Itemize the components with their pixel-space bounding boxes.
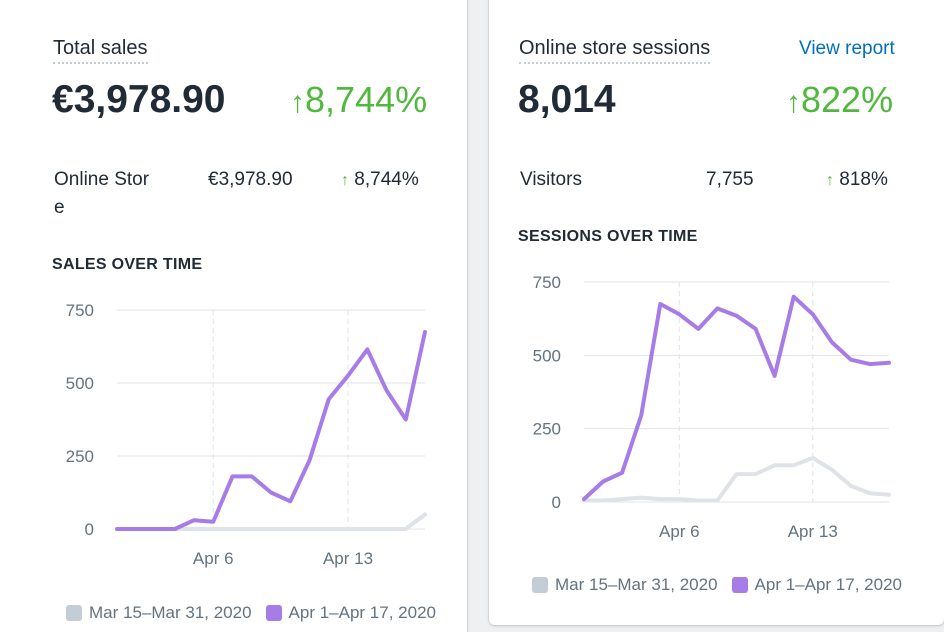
chart-title: SALES OVER TIME: [52, 256, 203, 273]
chart-legend: Mar 15–Mar 31, 2020 Apr 1–Apr 17, 2020: [66, 603, 450, 623]
y-tick-label: 0: [85, 520, 94, 539]
legend-label: Apr 1–Apr 17, 2020: [754, 575, 902, 594]
breakdown-value: 7,755: [706, 169, 754, 190]
breakdown-change: ↑ 818%: [826, 166, 888, 195]
total-sales-value: €3,978.90: [52, 78, 226, 121]
sales-over-time-chart: 0 250 500 750 Apr 6 Apr 13: [66, 301, 427, 568]
y-tick-label: 0: [552, 493, 561, 512]
legend-item-previous[interactable]: Mar 15–Mar 31, 2020: [532, 575, 718, 595]
arrow-up-icon: ↑: [786, 86, 801, 119]
x-tick-label: Apr 13: [323, 549, 373, 568]
legend-label: Mar 15–Mar 31, 2020: [555, 575, 718, 594]
sessions-value: 8,014: [518, 78, 616, 121]
chart-title: SESSIONS OVER TIME: [518, 228, 698, 245]
legend-item-current[interactable]: Apr 1–Apr 17, 2020: [731, 575, 902, 595]
online-store-sessions-card: Online store sessions View report 8,014 …: [489, 0, 944, 625]
legend-item-current[interactable]: Apr 1–Apr 17, 2020: [265, 603, 436, 623]
card-title[interactable]: Online store sessions: [519, 36, 711, 64]
breakdown-value: €3,978.90: [208, 169, 293, 190]
sessions-change: ↑822%: [786, 78, 893, 125]
y-tick-label: 500: [533, 346, 561, 365]
breakdown-change-value: 8,744%: [354, 169, 419, 190]
legend-label: Apr 1–Apr 17, 2020: [288, 603, 436, 622]
total-sales-change: ↑8,744%: [290, 78, 427, 125]
x-tick-label: Apr 6: [193, 549, 234, 568]
previous-period-line: [582, 456, 891, 503]
x-tick-label: Apr 6: [659, 522, 700, 541]
breakdown-label-line1: Online Stor: [54, 169, 150, 190]
change-value: 822%: [801, 79, 894, 120]
sessions-over-time-chart: 0 250 500 750 Apr 6 Apr 13: [533, 273, 891, 541]
change-value: 8,744%: [305, 79, 428, 120]
y-tick-label: 500: [66, 374, 94, 393]
y-tick-label: 250: [66, 447, 94, 466]
arrow-up-icon: ↑: [290, 86, 305, 119]
current-period-line: [582, 294, 891, 502]
breakdown-change-value: 818%: [839, 169, 888, 190]
legend-swatch: [66, 605, 82, 621]
x-tick-label: Apr 13: [788, 522, 838, 541]
arrow-up-icon: ↑: [826, 172, 834, 189]
previous-period-line: [115, 512, 427, 531]
legend-swatch: [265, 605, 282, 621]
breakdown-label-line2: e: [54, 197, 65, 218]
breakdown-change: ↑ 8,744%: [341, 166, 419, 195]
legend-swatch: [532, 577, 548, 593]
y-tick-label: 750: [533, 273, 561, 292]
y-tick-label: 250: [533, 420, 561, 439]
legend-item-previous[interactable]: Mar 15–Mar 31, 2020: [66, 603, 252, 623]
current-period-line: [115, 329, 427, 531]
legend-swatch: [731, 577, 748, 593]
total-sales-card: Total sales €3,978.90 ↑8,744% Online Sto…: [0, 0, 467, 632]
chart-legend: Mar 15–Mar 31, 2020 Apr 1–Apr 17, 2020: [532, 575, 916, 595]
view-report-link[interactable]: View report: [799, 38, 895, 59]
arrow-up-icon: ↑: [341, 172, 349, 189]
breakdown-label: Online Stor e: [54, 166, 149, 222]
legend-label: Mar 15–Mar 31, 2020: [89, 603, 252, 622]
breakdown-label: Visitors: [520, 169, 582, 190]
y-tick-label: 750: [66, 301, 94, 320]
card-title[interactable]: Total sales: [53, 36, 148, 64]
